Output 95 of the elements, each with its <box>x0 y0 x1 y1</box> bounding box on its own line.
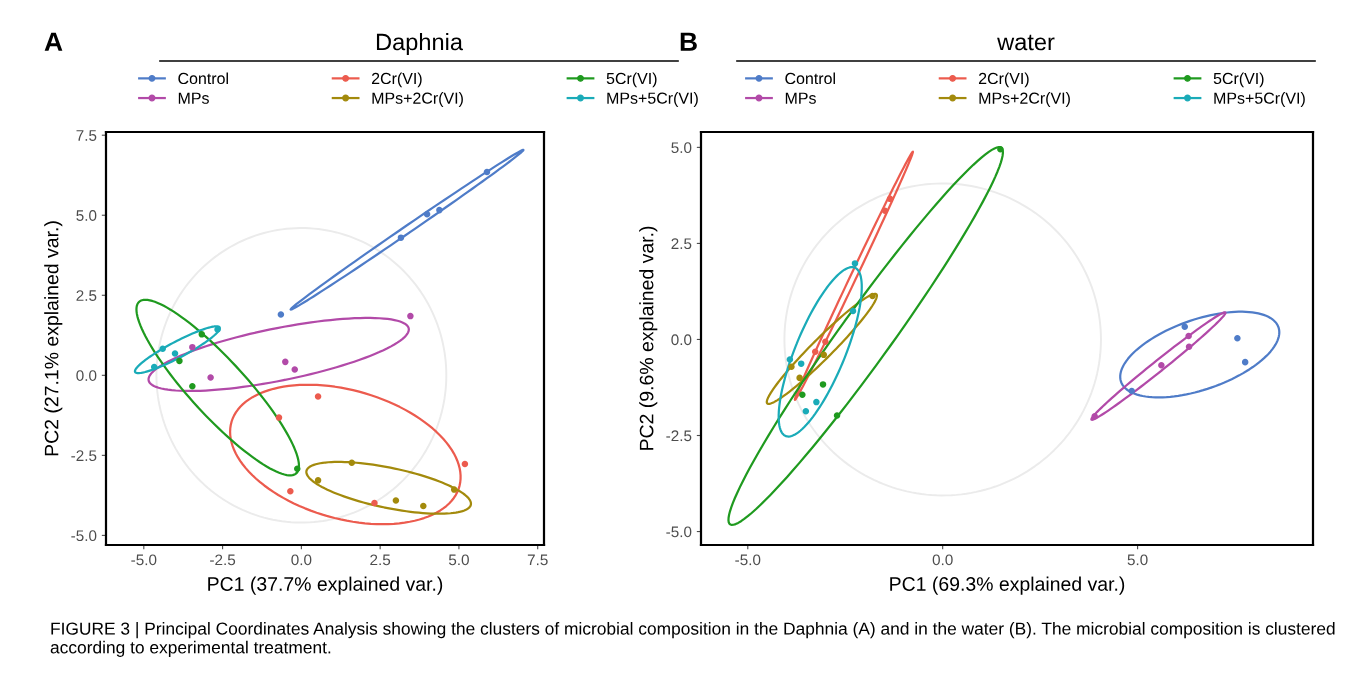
point <box>483 168 491 176</box>
point <box>314 477 322 484</box>
x-tick-label: 5.0 <box>1127 554 1148 566</box>
y-tick-label: 0.0 <box>76 370 97 381</box>
legend-label: 2Cr(VI) <box>371 72 422 88</box>
point <box>214 326 221 333</box>
x-tick-label: 2.5 <box>370 554 391 566</box>
x-tick-label: 0.0 <box>932 554 953 566</box>
point <box>150 363 158 371</box>
y-tick-label: 7.5 <box>76 130 97 141</box>
point <box>189 382 196 390</box>
point <box>786 356 794 363</box>
point <box>811 348 819 356</box>
text: B <box>680 32 697 51</box>
legend-label: 2Cr(VI) <box>978 72 1029 88</box>
point <box>797 360 805 367</box>
y-tick-label: 5.0 <box>671 142 692 154</box>
x-tick-label: -5.0 <box>735 554 761 566</box>
chart-title: water <box>997 34 1055 51</box>
point <box>450 486 458 493</box>
point <box>869 292 876 300</box>
point <box>1234 335 1241 342</box>
point <box>392 497 400 504</box>
point <box>461 460 469 468</box>
point <box>171 350 179 357</box>
y-tick-label: -2.5 <box>71 450 97 462</box>
y-tick-label: 2.5 <box>671 238 692 250</box>
caption: FIGURE 3 | Principal Coordinates Analysis showing the clusters of microbial composition in the Daphnia (A) and in the water (B). The microbial composition is clustered according to experimental treatment. <box>50 622 1335 657</box>
y-tick-label: -2.5 <box>666 430 692 442</box>
point <box>407 312 414 320</box>
legend-label: MPs+5Cr(VI) <box>1214 92 1305 107</box>
point <box>819 381 827 388</box>
point <box>277 311 285 318</box>
point <box>796 374 803 382</box>
point <box>1128 387 1135 395</box>
chart-title: Daphnia <box>376 33 463 55</box>
x-tick-label: 7.5 <box>527 554 548 566</box>
point <box>207 374 214 381</box>
point <box>849 307 857 315</box>
point <box>851 260 859 267</box>
point <box>813 398 820 406</box>
point <box>436 206 443 214</box>
y-axis-title: PC2 (27.1% explained var.) <box>44 221 63 456</box>
point <box>159 345 166 352</box>
y-tick-label: 2.5 <box>76 290 97 301</box>
point <box>176 357 183 365</box>
y-tick-label: -5.0 <box>71 530 97 542</box>
x-axis-title: PC1 (69.3% explained var.) <box>890 576 1125 595</box>
x-axis-title: PC1 (37.7% explained var.) <box>208 576 443 595</box>
point <box>799 391 806 399</box>
legend-label: MPs+2Cr(VI) <box>979 92 1070 107</box>
point <box>1158 361 1165 369</box>
point <box>291 366 299 373</box>
point <box>886 195 894 203</box>
x-tick-label: -2.5 <box>210 554 236 566</box>
point <box>314 393 322 400</box>
legend-label: Control <box>785 72 835 85</box>
point <box>294 465 301 473</box>
y-tick-label: 0.0 <box>671 334 692 346</box>
legend-label: MPs <box>785 92 816 104</box>
y-tick-label: 5.0 <box>76 210 97 221</box>
point <box>348 459 356 466</box>
text: A <box>44 32 63 51</box>
legend-label: MPs+5Cr(VI) <box>607 92 698 107</box>
y-tick-label: -5.0 <box>666 526 692 538</box>
point <box>881 207 889 215</box>
point <box>788 363 795 370</box>
x-tick-label: 5.0 <box>448 554 469 566</box>
legend-label: MPs <box>178 92 209 104</box>
point <box>1185 343 1193 351</box>
legend-label: Control <box>178 72 228 85</box>
x-tick-label: 0.0 <box>291 554 312 566</box>
legend-label: MPs+2Cr(VI) <box>372 92 463 107</box>
point <box>1181 323 1189 331</box>
point <box>1091 413 1098 420</box>
y-axis-title: PC2 (9.6% explained var.) <box>639 226 658 450</box>
point <box>420 502 427 510</box>
point <box>371 499 378 507</box>
point <box>820 351 828 359</box>
point <box>275 414 283 421</box>
point <box>833 412 841 419</box>
point <box>802 408 810 415</box>
point <box>423 211 431 218</box>
point <box>198 331 206 338</box>
point <box>1185 332 1192 340</box>
point <box>997 146 1004 153</box>
point <box>282 358 289 366</box>
point <box>287 487 294 495</box>
point <box>1241 358 1249 366</box>
point <box>189 343 196 351</box>
legend-label: 5Cr(VI) <box>606 72 657 88</box>
legend-label: 5Cr(VI) <box>1213 72 1264 88</box>
x-tick-label: -5.0 <box>131 554 157 566</box>
point <box>397 234 405 241</box>
point <box>822 338 829 346</box>
